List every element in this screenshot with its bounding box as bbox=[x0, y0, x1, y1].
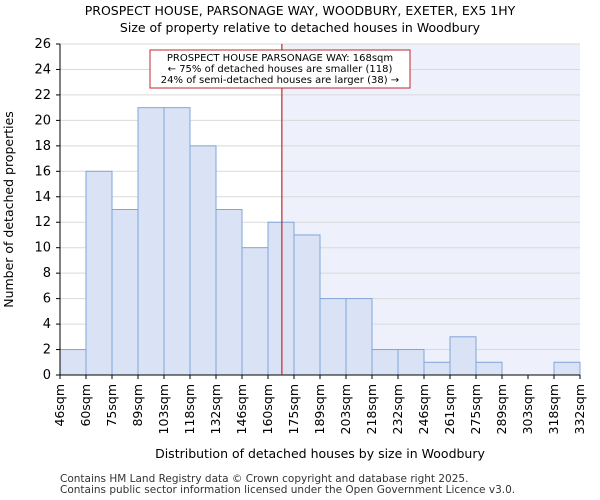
y-tick-label: 2 bbox=[43, 343, 51, 358]
x-tick-label: 46sqm bbox=[52, 384, 67, 427]
bar bbox=[345, 298, 373, 376]
y-tick-label: 14 bbox=[34, 190, 51, 205]
footer-line-2: Contains public sector information licen… bbox=[60, 484, 516, 496]
x-tick-label: 160sqm bbox=[260, 384, 275, 434]
x-tick-label: 103sqm bbox=[156, 384, 171, 434]
bar bbox=[293, 234, 321, 376]
x-tick-label: 189sqm bbox=[312, 384, 327, 434]
bar bbox=[449, 336, 477, 376]
x-tick-label: 318sqm bbox=[546, 384, 561, 434]
annotation-box bbox=[149, 49, 411, 89]
bar bbox=[137, 107, 165, 376]
y-tick-label: 24 bbox=[34, 62, 51, 77]
y-tick-label: 0 bbox=[43, 368, 51, 383]
x-tick-label: 132sqm bbox=[208, 384, 223, 434]
x-tick-label: 89sqm bbox=[130, 384, 145, 427]
y-tick-label: 20 bbox=[34, 113, 51, 128]
bar bbox=[85, 170, 113, 376]
y-axis-title: Number of detached properties bbox=[1, 111, 16, 308]
x-tick-label: 203sqm bbox=[338, 384, 353, 434]
x-tick-label: 75sqm bbox=[104, 384, 119, 427]
footer-line-1: Contains HM Land Registry data © Crown c… bbox=[60, 473, 469, 485]
y-tick-label: 4 bbox=[43, 317, 51, 332]
bar bbox=[189, 145, 217, 376]
bar bbox=[215, 209, 243, 376]
bar bbox=[423, 361, 451, 376]
y-tick-label: 6 bbox=[43, 292, 51, 307]
x-tick-label: 60sqm bbox=[78, 384, 93, 427]
chart-subtitle: Size of property relative to detached ho… bbox=[119, 20, 481, 35]
y-tick-label: 12 bbox=[34, 215, 51, 230]
bar bbox=[553, 361, 581, 376]
bar bbox=[475, 361, 503, 376]
y-tick-label: 22 bbox=[34, 88, 51, 103]
annotation-line: 24% of semi-detached houses are larger (… bbox=[161, 75, 399, 86]
annotation-line: PROSPECT HOUSE PARSONAGE WAY: 168sqm bbox=[167, 53, 393, 64]
x-axis-title: Distribution of detached houses by size … bbox=[155, 446, 485, 461]
x-tick-label: 218sqm bbox=[364, 384, 379, 434]
y-tick-label: 16 bbox=[34, 164, 51, 179]
bar bbox=[163, 107, 191, 376]
x-tick-label: 289sqm bbox=[494, 384, 509, 434]
bar bbox=[397, 349, 425, 376]
x-tick-label: 303sqm bbox=[520, 384, 535, 434]
bar bbox=[59, 349, 87, 376]
y-tick-label: 8 bbox=[43, 266, 51, 281]
x-tick-label: 175sqm bbox=[286, 384, 301, 434]
x-tick-label: 275sqm bbox=[468, 384, 483, 434]
bar bbox=[267, 221, 295, 376]
bar bbox=[371, 349, 399, 376]
x-tick-label: 146sqm bbox=[234, 384, 249, 434]
annotation-line: ← 75% of detached houses are smaller (11… bbox=[168, 64, 393, 75]
y-tick-label: 18 bbox=[34, 139, 51, 154]
x-tick-label: 332sqm bbox=[572, 384, 587, 434]
x-tick-label: 118sqm bbox=[182, 384, 197, 434]
y-tick-label: 10 bbox=[34, 241, 51, 256]
bar bbox=[111, 209, 139, 376]
x-tick-label: 232sqm bbox=[390, 384, 405, 434]
chart-title: PROSPECT HOUSE, PARSONAGE WAY, WOODBURY,… bbox=[84, 3, 516, 18]
x-tick-label: 246sqm bbox=[416, 384, 431, 434]
bar bbox=[319, 298, 347, 376]
y-tick-label: 26 bbox=[34, 37, 51, 52]
bar bbox=[241, 247, 269, 376]
x-tick-label: 261sqm bbox=[442, 384, 457, 434]
